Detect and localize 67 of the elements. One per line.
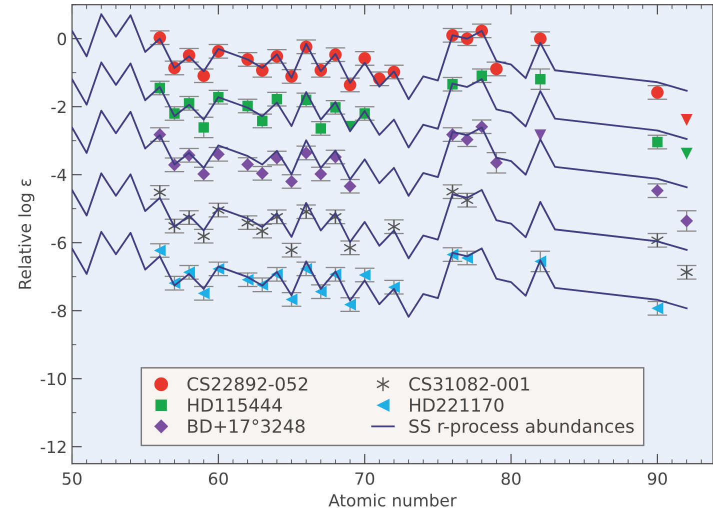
point	[388, 281, 400, 294]
line-series	[72, 13, 688, 100]
point	[534, 32, 547, 45]
point	[242, 216, 254, 230]
point	[461, 193, 474, 208]
x-tick-label: 70	[355, 472, 374, 485]
point	[272, 94, 282, 104]
point	[652, 136, 663, 148]
point	[680, 214, 694, 228]
point	[680, 148, 693, 160]
point	[198, 229, 210, 244]
point	[490, 156, 503, 170]
y-tick-label: -8	[51, 304, 66, 318]
y-tick-label: -12	[40, 440, 66, 454]
y-axis-title: Relative log ε	[18, 179, 34, 289]
line-series	[72, 230, 688, 318]
legend-label: CS31082-001	[409, 377, 530, 391]
point	[316, 123, 326, 134]
point	[344, 240, 356, 255]
line-series	[72, 62, 688, 148]
point	[197, 70, 210, 82]
y-tick-label: 0	[58, 32, 66, 46]
point	[476, 70, 487, 81]
point	[285, 175, 298, 188]
point	[300, 146, 313, 160]
legend-label: HD115444	[188, 398, 282, 412]
y-tick-label: -4	[51, 168, 66, 182]
point	[314, 168, 328, 180]
point	[198, 287, 210, 300]
point	[257, 116, 268, 126]
point	[314, 286, 327, 298]
y-tick-label: -2	[51, 100, 66, 114]
y-tick-label: -6	[51, 236, 66, 250]
x-tick-label: 50	[62, 472, 82, 485]
point	[358, 52, 371, 65]
point	[154, 185, 166, 200]
point	[197, 168, 210, 180]
point	[212, 148, 225, 161]
point	[241, 158, 254, 171]
point	[286, 294, 298, 306]
point	[460, 133, 474, 146]
point	[651, 302, 664, 314]
point	[256, 224, 268, 238]
point	[680, 114, 693, 126]
point	[285, 243, 298, 258]
point	[154, 244, 166, 256]
legend-label: SS r-process abundances	[409, 418, 634, 436]
x-tick-label: 80	[502, 472, 521, 485]
point	[344, 298, 356, 310]
point	[344, 180, 356, 193]
legend-label: HD221170	[410, 398, 504, 412]
point	[680, 265, 693, 280]
point	[651, 184, 664, 198]
point	[490, 62, 503, 76]
point	[358, 269, 371, 281]
point	[256, 166, 269, 180]
point	[198, 122, 209, 133]
x-tick-label: 90	[648, 472, 667, 485]
legend-label: BD+17°3248	[188, 419, 305, 433]
legend-label: CS22892-052	[187, 377, 308, 391]
y-tick-label: -10	[40, 372, 66, 386]
line-series	[72, 110, 688, 197]
point	[535, 74, 546, 84]
point	[651, 86, 664, 99]
x-axis-title: Atomic number	[328, 494, 457, 507]
line-series	[72, 172, 688, 260]
x-tick-label: 60	[208, 472, 228, 485]
